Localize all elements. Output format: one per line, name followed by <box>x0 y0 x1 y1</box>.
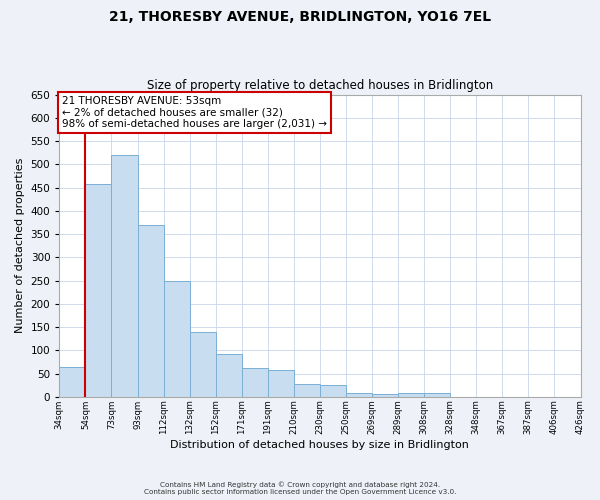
Title: Size of property relative to detached houses in Bridlington: Size of property relative to detached ho… <box>147 79 493 92</box>
Y-axis label: Number of detached properties: Number of detached properties <box>15 158 25 334</box>
Bar <box>372 394 398 397</box>
Text: Contains HM Land Registry data © Crown copyright and database right 2024.
Contai: Contains HM Land Registry data © Crown c… <box>144 482 456 495</box>
X-axis label: Distribution of detached houses by size in Bridlington: Distribution of detached houses by size … <box>170 440 469 450</box>
Bar <box>320 385 346 397</box>
Bar <box>85 184 112 397</box>
Bar <box>268 370 294 397</box>
Bar <box>242 368 268 397</box>
Bar <box>190 332 215 397</box>
Bar <box>137 225 164 397</box>
Bar <box>215 354 242 397</box>
Bar <box>59 368 85 397</box>
Bar <box>294 384 320 397</box>
Text: 21 THORESBY AVENUE: 53sqm
← 2% of detached houses are smaller (32)
98% of semi-d: 21 THORESBY AVENUE: 53sqm ← 2% of detach… <box>62 96 327 130</box>
Text: 21, THORESBY AVENUE, BRIDLINGTON, YO16 7EL: 21, THORESBY AVENUE, BRIDLINGTON, YO16 7… <box>109 10 491 24</box>
Bar <box>164 282 190 397</box>
Bar <box>398 392 424 397</box>
Bar <box>424 393 450 397</box>
Bar <box>112 154 137 397</box>
Bar <box>346 393 372 397</box>
